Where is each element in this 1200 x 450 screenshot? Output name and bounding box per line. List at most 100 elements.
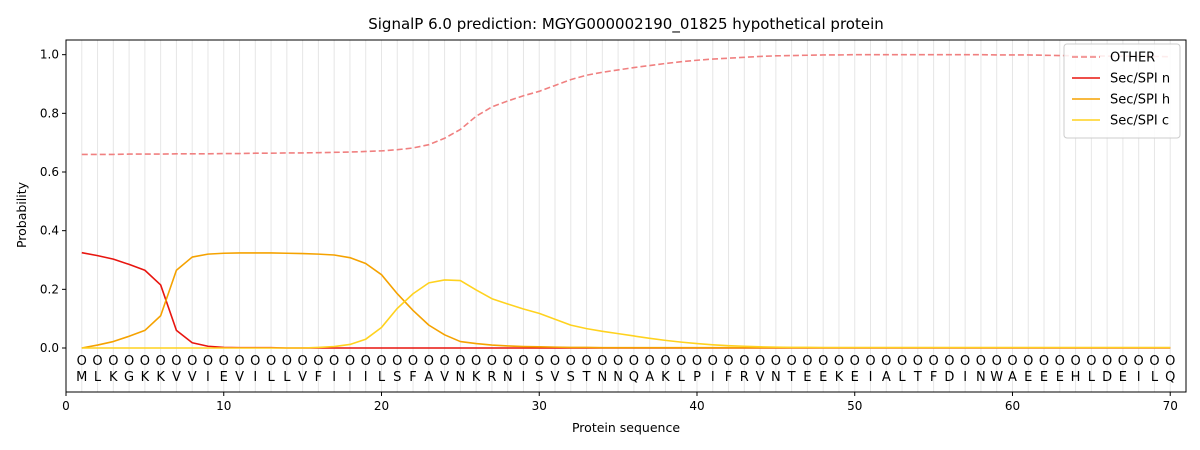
residue-label: L [1088, 370, 1096, 385]
residue-label: L [378, 370, 386, 385]
region-label: O [928, 354, 938, 369]
x-tick-label: 10 [216, 399, 231, 413]
region-label: O [881, 354, 891, 369]
residue-label: E [1040, 370, 1048, 385]
residue-label: E [803, 370, 811, 385]
region-label: O [392, 354, 402, 369]
region-label: O [503, 354, 513, 369]
residue-label: L [1151, 370, 1159, 385]
region-label: O [518, 354, 528, 369]
x-tick-label: 50 [847, 399, 862, 413]
residue-label: V [235, 370, 244, 385]
region-label: O [913, 354, 923, 369]
region-label: O [992, 354, 1002, 369]
region-label: O [581, 354, 591, 369]
residue-label: L [94, 370, 102, 385]
residue-label: E [1119, 370, 1127, 385]
chart-title: SignalP 6.0 prediction: MGYG000002190_01… [368, 15, 884, 34]
series-lines [81, 53, 1171, 349]
region-label: O [597, 354, 607, 369]
residue-label: A [645, 370, 654, 385]
residue-label: N [455, 370, 465, 385]
region-label: O [1102, 354, 1112, 369]
residue-label: S [567, 370, 575, 385]
x-tick-label: 30 [532, 399, 547, 413]
y-axis-ticks: 0.0 0.2 0.4 0.6 0.8 1.0 [40, 48, 66, 355]
region-label: O [723, 354, 733, 369]
residue-label: L [898, 370, 906, 385]
residue-label: S [393, 370, 401, 385]
region-label: O [676, 354, 686, 369]
residue-label: I [963, 370, 967, 385]
region-label: O [376, 354, 386, 369]
region-label: O [124, 354, 134, 369]
region-label: O [1039, 354, 1049, 369]
region-label: O [534, 354, 544, 369]
residue-label: V [188, 370, 197, 385]
residue-label: N [771, 370, 781, 385]
y-tick-label: 0.2 [40, 282, 59, 296]
region-label: O [566, 354, 576, 369]
residue-label: I [522, 370, 526, 385]
y-tick-label: 0.0 [40, 341, 59, 355]
residue-label: Q [629, 370, 639, 385]
legend-label: Sec/SPI c [1110, 114, 1169, 129]
region-label: O [408, 354, 418, 369]
residue-label: F [930, 370, 937, 385]
region-label: O [834, 354, 844, 369]
residue-label: I [711, 370, 715, 385]
region-label: O [439, 354, 449, 369]
residue-label: L [678, 370, 686, 385]
residue-label: I [1137, 370, 1141, 385]
residue-label: W [990, 370, 1003, 385]
residue-label: L [283, 370, 291, 385]
region-label: O [1165, 354, 1175, 369]
residue-label: S [535, 370, 543, 385]
region-label: O [660, 354, 670, 369]
region-label: O [471, 354, 481, 369]
residue-label: I [869, 370, 873, 385]
residue-label: D [1102, 370, 1112, 385]
residue-label: F [409, 370, 416, 385]
residue-label: V [298, 370, 307, 385]
y-axis-label: Probability [14, 181, 29, 248]
region-label: O [1070, 354, 1080, 369]
x-tick-label: 0 [62, 399, 70, 413]
region-label: O [1149, 354, 1159, 369]
residue-gridlines [81, 40, 1171, 392]
residue-label: H [1071, 370, 1081, 385]
region-label: O [234, 354, 244, 369]
series-line-sec-spi-h [81, 252, 1171, 349]
region-label: O [140, 354, 150, 369]
x-axis-label: Protein sequence [572, 420, 680, 435]
x-axis-ticks: 0 10 20 30 40 50 60 70 [62, 392, 1178, 413]
residue-label: L [267, 370, 275, 385]
residue-label: I [332, 370, 336, 385]
region-label: O [1055, 354, 1065, 369]
residue-label: A [882, 370, 891, 385]
residue-label: R [487, 370, 496, 385]
region-label: O [424, 354, 434, 369]
region-label: O [329, 354, 339, 369]
residue-label: M [76, 370, 87, 385]
region-label: O [171, 354, 181, 369]
residue-label: K [156, 370, 165, 385]
region-label: O [865, 354, 875, 369]
region-label: O [361, 354, 371, 369]
residue-label: I [253, 370, 257, 385]
region-label: O [156, 354, 166, 369]
residue-label: E [1024, 370, 1032, 385]
region-label: O [266, 354, 276, 369]
region-label: O [755, 354, 765, 369]
x-tick-label: 70 [1163, 399, 1178, 413]
residue-label: D [944, 370, 954, 385]
residue-label: Q [1165, 370, 1175, 385]
y-tick-label: 0.8 [40, 106, 59, 120]
residue-label: N [613, 370, 623, 385]
region-label: O [345, 354, 355, 369]
legend: OTHER Sec/SPI n Sec/SPI h Sec/SPI c [1063, 43, 1181, 139]
residue-label: V [440, 370, 449, 385]
residue-label: K [835, 370, 844, 385]
residue-label: K [141, 370, 150, 385]
residue-label: T [913, 370, 922, 385]
